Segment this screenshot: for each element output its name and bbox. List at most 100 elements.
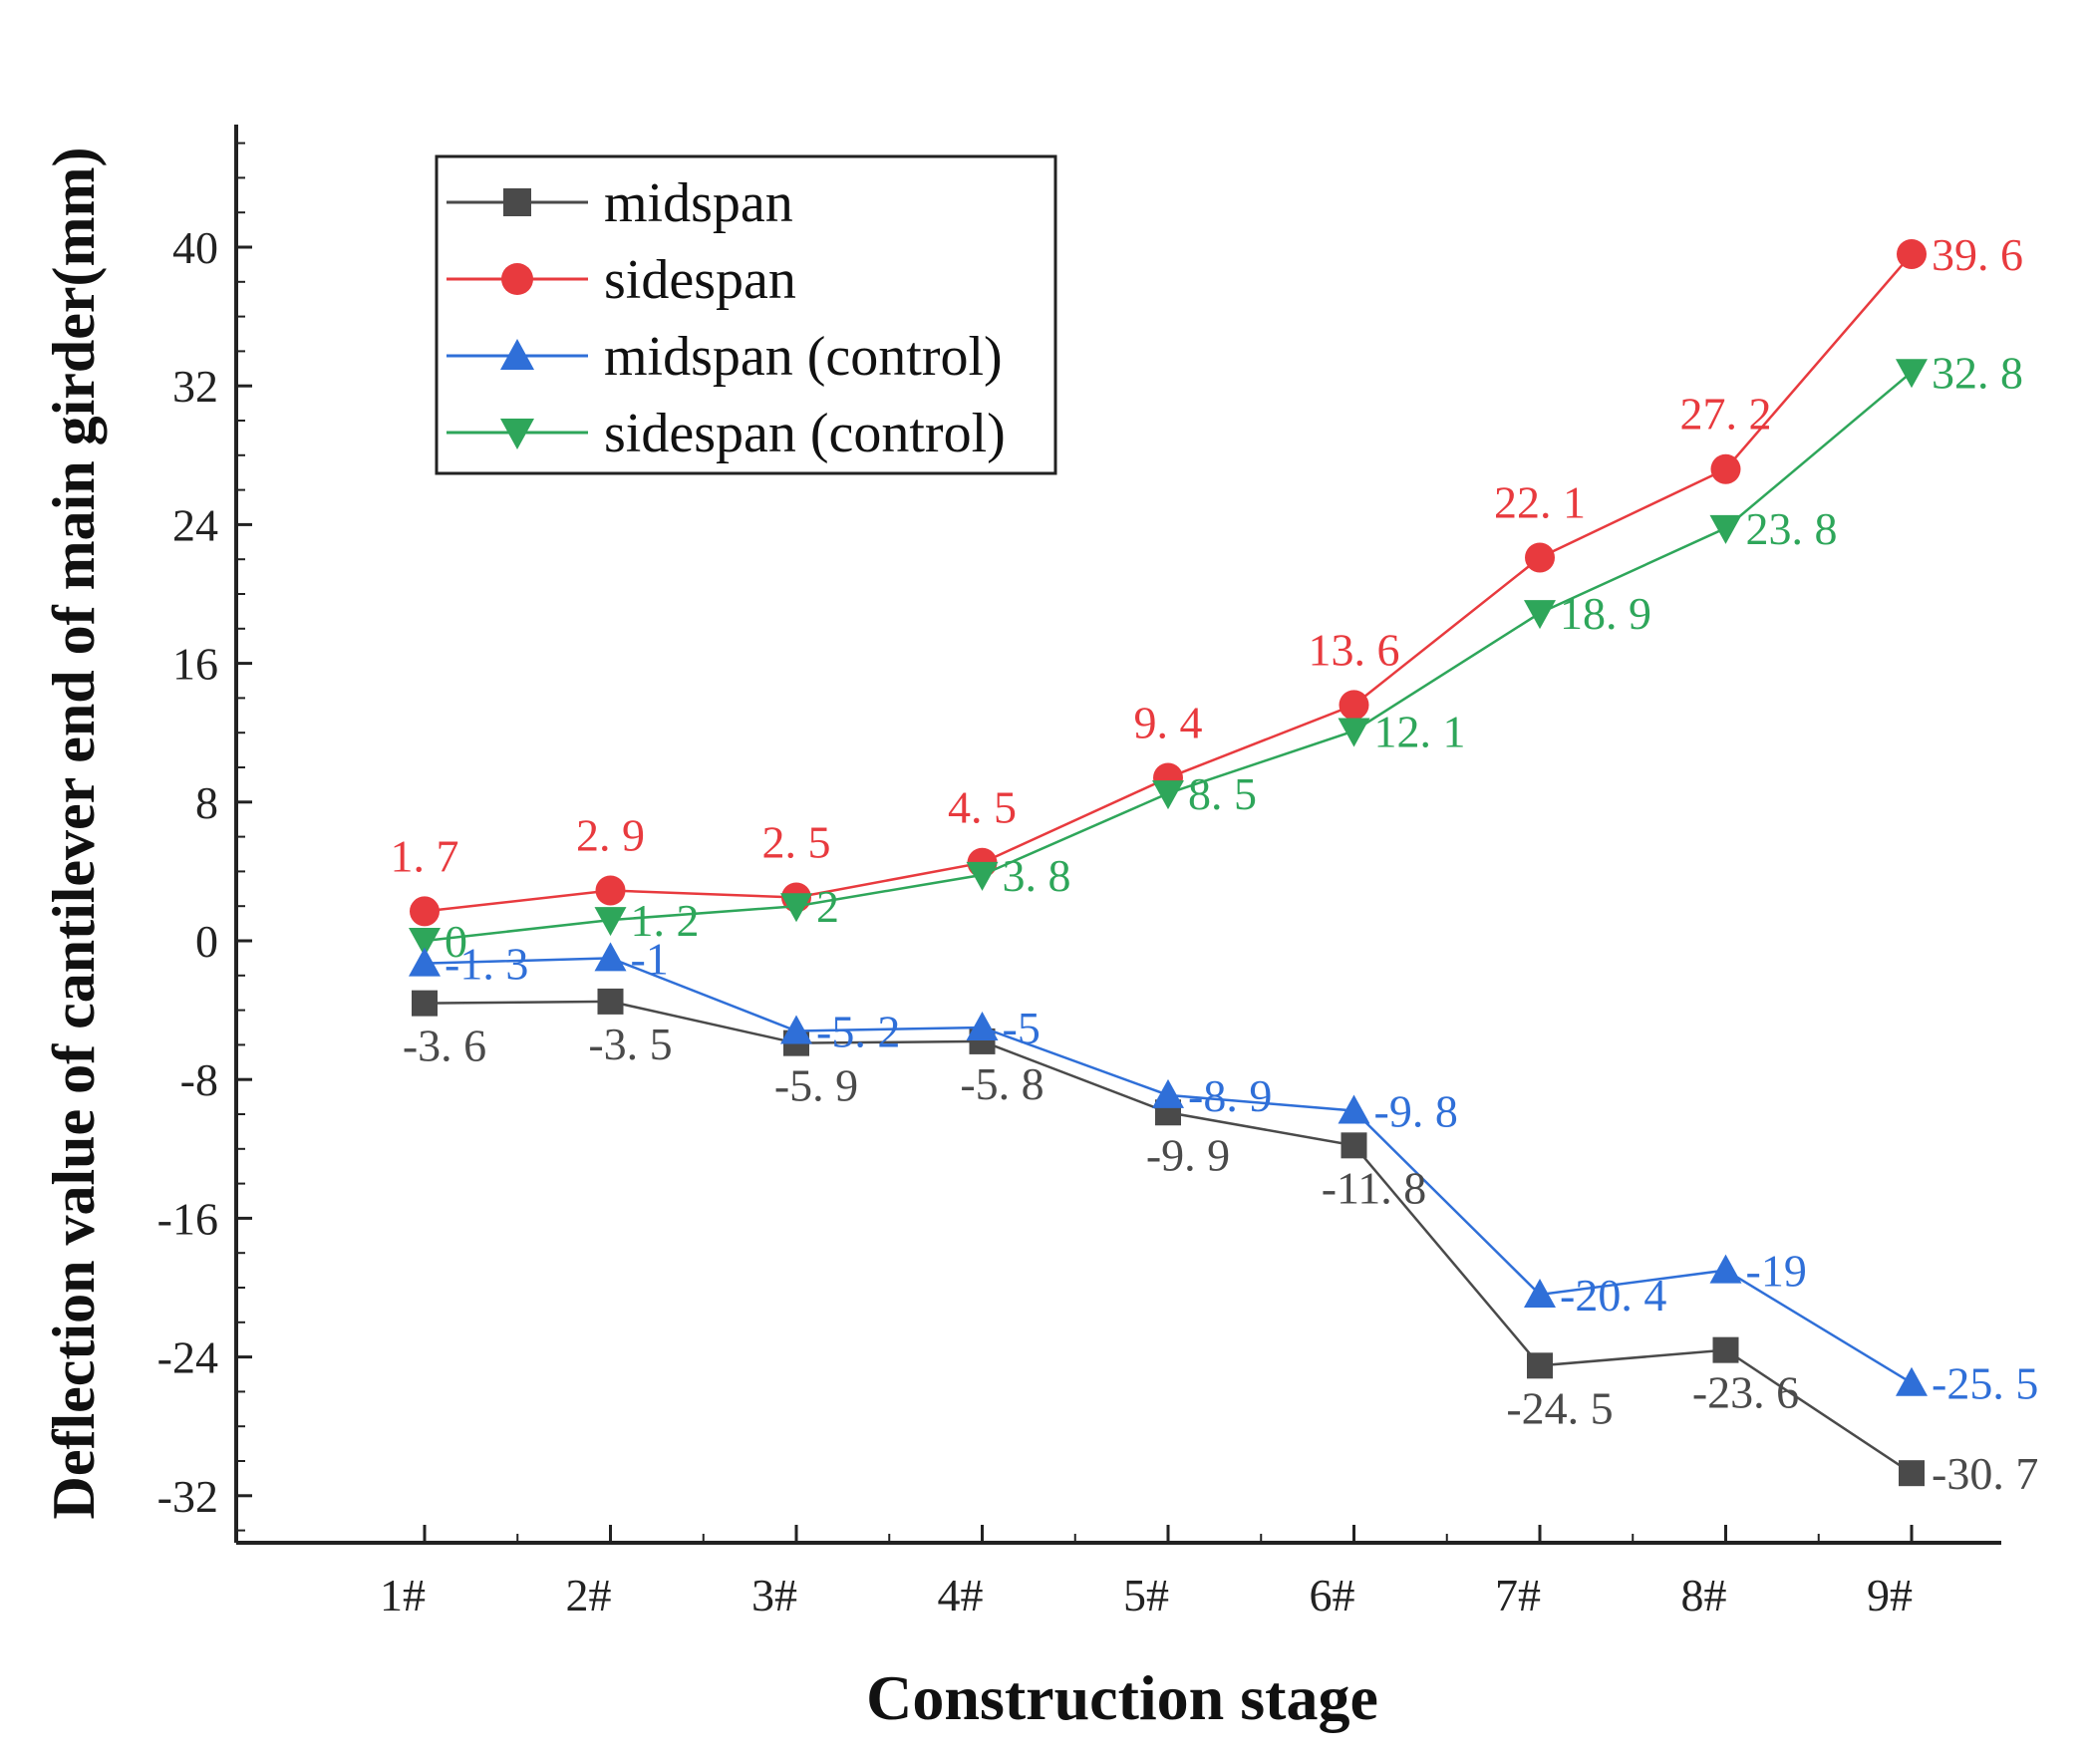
data-point <box>780 893 812 923</box>
data-label: 3. 8 <box>1003 850 1071 901</box>
data-point <box>1152 1078 1184 1108</box>
data-point <box>503 188 531 216</box>
x-tick-label: 2# <box>566 1570 612 1620</box>
data-point <box>1709 514 1742 544</box>
data-point <box>1709 1254 1742 1284</box>
y-tick-label: 16 <box>172 639 218 690</box>
legend-label: sidespan <box>604 249 796 311</box>
y-tick-label: 8 <box>195 777 218 828</box>
data-label: 0 <box>445 916 467 967</box>
data-label: 2 <box>816 881 839 932</box>
ticks: -32 -24 -16 -8 0 8 16 24 32 40 1# 2# 3# 4# 5# 6# 7# 8# 9# <box>157 142 1914 1620</box>
data-point <box>1527 1352 1553 1379</box>
data-point <box>1712 1336 1739 1363</box>
x-tick-label: 1# <box>380 1570 426 1620</box>
data-label: 8. 5 <box>1188 768 1257 819</box>
data-point <box>1338 718 1370 747</box>
data-point <box>1524 600 1556 630</box>
series-3 <box>409 359 1928 957</box>
y-tick-label: -16 <box>157 1193 218 1244</box>
legend-item: midspan <box>447 172 793 234</box>
data-label: -1 <box>631 933 669 984</box>
data-label: 2. 9 <box>576 810 645 861</box>
data-label: -5. 8 <box>960 1058 1044 1109</box>
data-label: -19 <box>1746 1246 1807 1297</box>
data-label: -5. 2 <box>816 1006 900 1056</box>
data-point <box>1896 359 1928 389</box>
data-label: 18. 9 <box>1560 588 1651 639</box>
legend-item: sidespan <box>447 249 796 311</box>
x-tick-label: 7# <box>1495 1570 1541 1620</box>
data-point <box>500 419 534 449</box>
data-point <box>409 947 441 977</box>
legend-label: midspan <box>604 172 793 234</box>
data-label: 1. 2 <box>631 895 700 946</box>
x-tick-label: 5# <box>1123 1570 1169 1620</box>
x-tick-label: 3# <box>751 1570 797 1620</box>
data-point <box>594 942 627 972</box>
data-point <box>966 861 999 891</box>
series-layer <box>409 238 1928 1487</box>
data-label: 4. 5 <box>948 782 1017 833</box>
x-tick-label: 9# <box>1867 1570 1913 1620</box>
legend-box <box>435 154 1057 475</box>
y-tick-label: 0 <box>195 916 218 967</box>
data-label: -1. 3 <box>445 939 528 990</box>
series-2 <box>409 942 1928 1396</box>
data-point <box>595 875 626 906</box>
y-axis-title: Deflection value of cantilever end of ma… <box>41 147 107 1520</box>
y-tick-label: -8 <box>180 1054 218 1105</box>
data-label: 9. 4 <box>1134 697 1203 747</box>
y-tick-label: -32 <box>157 1471 218 1522</box>
data-label: -25. 5 <box>1932 1358 2038 1409</box>
data-label: 13. 6 <box>1309 624 1400 675</box>
data-label: 32. 8 <box>1932 347 2023 398</box>
data-point <box>1899 1460 1925 1487</box>
data-label: -3. 5 <box>588 1019 672 1069</box>
data-point <box>1341 1132 1367 1159</box>
data-point <box>501 263 533 295</box>
y-tick-label: -24 <box>157 1332 218 1383</box>
data-label: -9. 9 <box>1146 1129 1230 1180</box>
data-label: -23. 6 <box>1692 1367 1799 1418</box>
legend-label: midspan (control) <box>604 326 1003 388</box>
data-label: 12. 1 <box>1374 706 1466 756</box>
y-tick-label: 32 <box>172 361 218 412</box>
data-point <box>594 907 627 937</box>
data-point <box>1524 1278 1556 1308</box>
data-point <box>1896 1366 1928 1396</box>
data-point <box>409 928 441 957</box>
data-point <box>410 896 440 927</box>
x-axis-title: Construction stage <box>866 1662 1378 1733</box>
data-label: -5 <box>1003 1003 1041 1053</box>
data-label: 2. 5 <box>762 817 831 868</box>
x-tick-label: 6# <box>1310 1570 1355 1620</box>
data-label: -30. 7 <box>1932 1448 2038 1499</box>
y-tick-label: 24 <box>172 499 218 550</box>
data-point <box>1152 780 1184 810</box>
legend-item: sidespan (control) <box>447 403 1006 464</box>
legend-label: sidespan (control) <box>604 403 1006 464</box>
data-label: -5. 9 <box>774 1060 858 1111</box>
legend: midspan sidespan midspan (control) sidespan… <box>435 154 1057 475</box>
data-point <box>1338 1094 1370 1124</box>
data-label: -24. 5 <box>1506 1382 1613 1433</box>
data-point <box>1897 238 1927 269</box>
data-point <box>412 990 438 1017</box>
data-label: -11. 8 <box>1322 1162 1427 1213</box>
data-point <box>966 1012 999 1040</box>
data-point <box>780 1015 812 1044</box>
data-label: 22. 1 <box>1494 476 1586 527</box>
data-label: -20. 4 <box>1560 1270 1666 1321</box>
data-point <box>1525 542 1555 573</box>
x-tick-label: 8# <box>1681 1570 1727 1620</box>
x-tick-label: 4# <box>938 1570 984 1620</box>
y-tick-label: 40 <box>172 222 218 273</box>
data-point <box>1710 453 1741 484</box>
data-label: 23. 8 <box>1746 503 1838 554</box>
data-label: -3. 6 <box>403 1021 486 1071</box>
data-point <box>1339 690 1369 721</box>
data-label: 27. 2 <box>1680 389 1772 440</box>
data-label: -8. 9 <box>1188 1070 1272 1121</box>
data-labels: -3. 6 -3. 5 -5. 9 -5. 8 -9. 9 -11. 8 -24. 5 -23… <box>391 229 2039 1499</box>
